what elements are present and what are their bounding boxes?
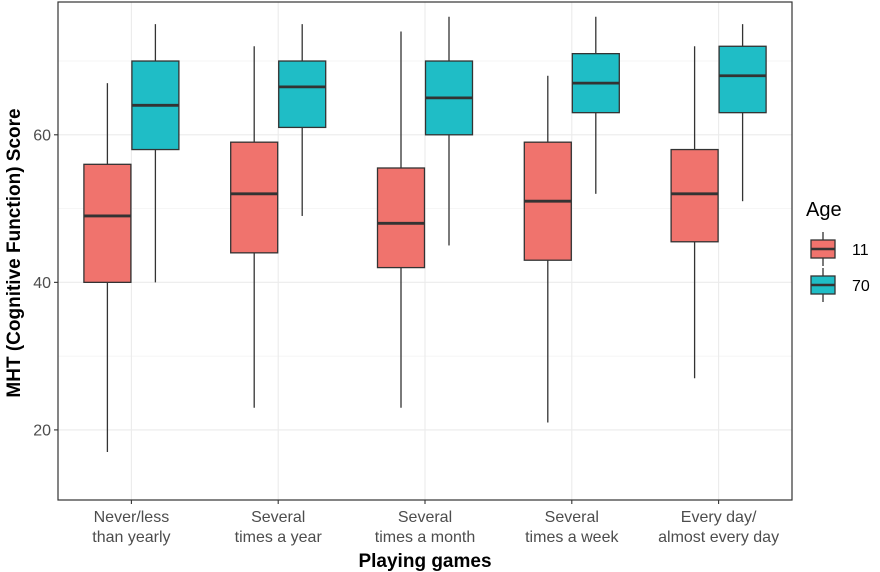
box-body [83, 163, 132, 284]
box-body [670, 148, 719, 243]
box-group [376, 31, 426, 408]
x-tick-label: Several times a week [525, 509, 619, 546]
x-tick-label-line: Several [251, 509, 305, 526]
box-group [230, 46, 279, 408]
y-tick-label: 60 [33, 127, 51, 144]
box-group [718, 24, 767, 202]
x-tick-label: Several times a year [235, 509, 323, 546]
legend-label: 11 [852, 242, 869, 259]
box-group [424, 16, 474, 246]
x-axis-ticks: Never/less than yearly Several times a year… [92, 500, 779, 546]
y-axis-title: MHT (Cognitive Function) Score [4, 108, 25, 397]
x-tick-label-line: Several [398, 509, 452, 526]
box-body [230, 141, 279, 254]
box-body [376, 167, 426, 269]
box-group [523, 75, 572, 423]
box-group [278, 24, 327, 216]
y-tick-label: 40 [33, 275, 51, 292]
x-tick-label-line: Several [545, 509, 599, 526]
legend-label: 70 [852, 278, 870, 295]
y-axis-ticks: 20 40 60 [33, 127, 58, 439]
x-tick-label-line: times a year [235, 529, 323, 546]
x-tick-label-line: almost every day [658, 529, 779, 546]
x-tick-label: Every day/almost every day [658, 509, 779, 546]
box-group [131, 24, 180, 283]
box-body [718, 45, 767, 114]
x-tick-label-line: times a week [525, 529, 619, 546]
x-tick-label-line: than yearly [92, 529, 170, 546]
box-group [571, 16, 620, 194]
x-tick-label: Never/less than yearly [92, 509, 170, 546]
x-tick-label-line: times a month [375, 529, 475, 546]
box-series [83, 16, 767, 453]
legend-title: Age [806, 199, 842, 221]
box-group [83, 83, 132, 453]
x-tick-label-line: Never/less [94, 509, 170, 526]
legend: Age 11 70 [806, 199, 870, 302]
x-tick-label-line: Every day/ [681, 509, 757, 526]
box-group [670, 46, 719, 379]
x-tick-label: Several times a month [375, 509, 475, 546]
x-axis-title: Playing games [358, 551, 491, 572]
y-tick-label: 20 [33, 422, 51, 439]
box-body [278, 60, 327, 129]
